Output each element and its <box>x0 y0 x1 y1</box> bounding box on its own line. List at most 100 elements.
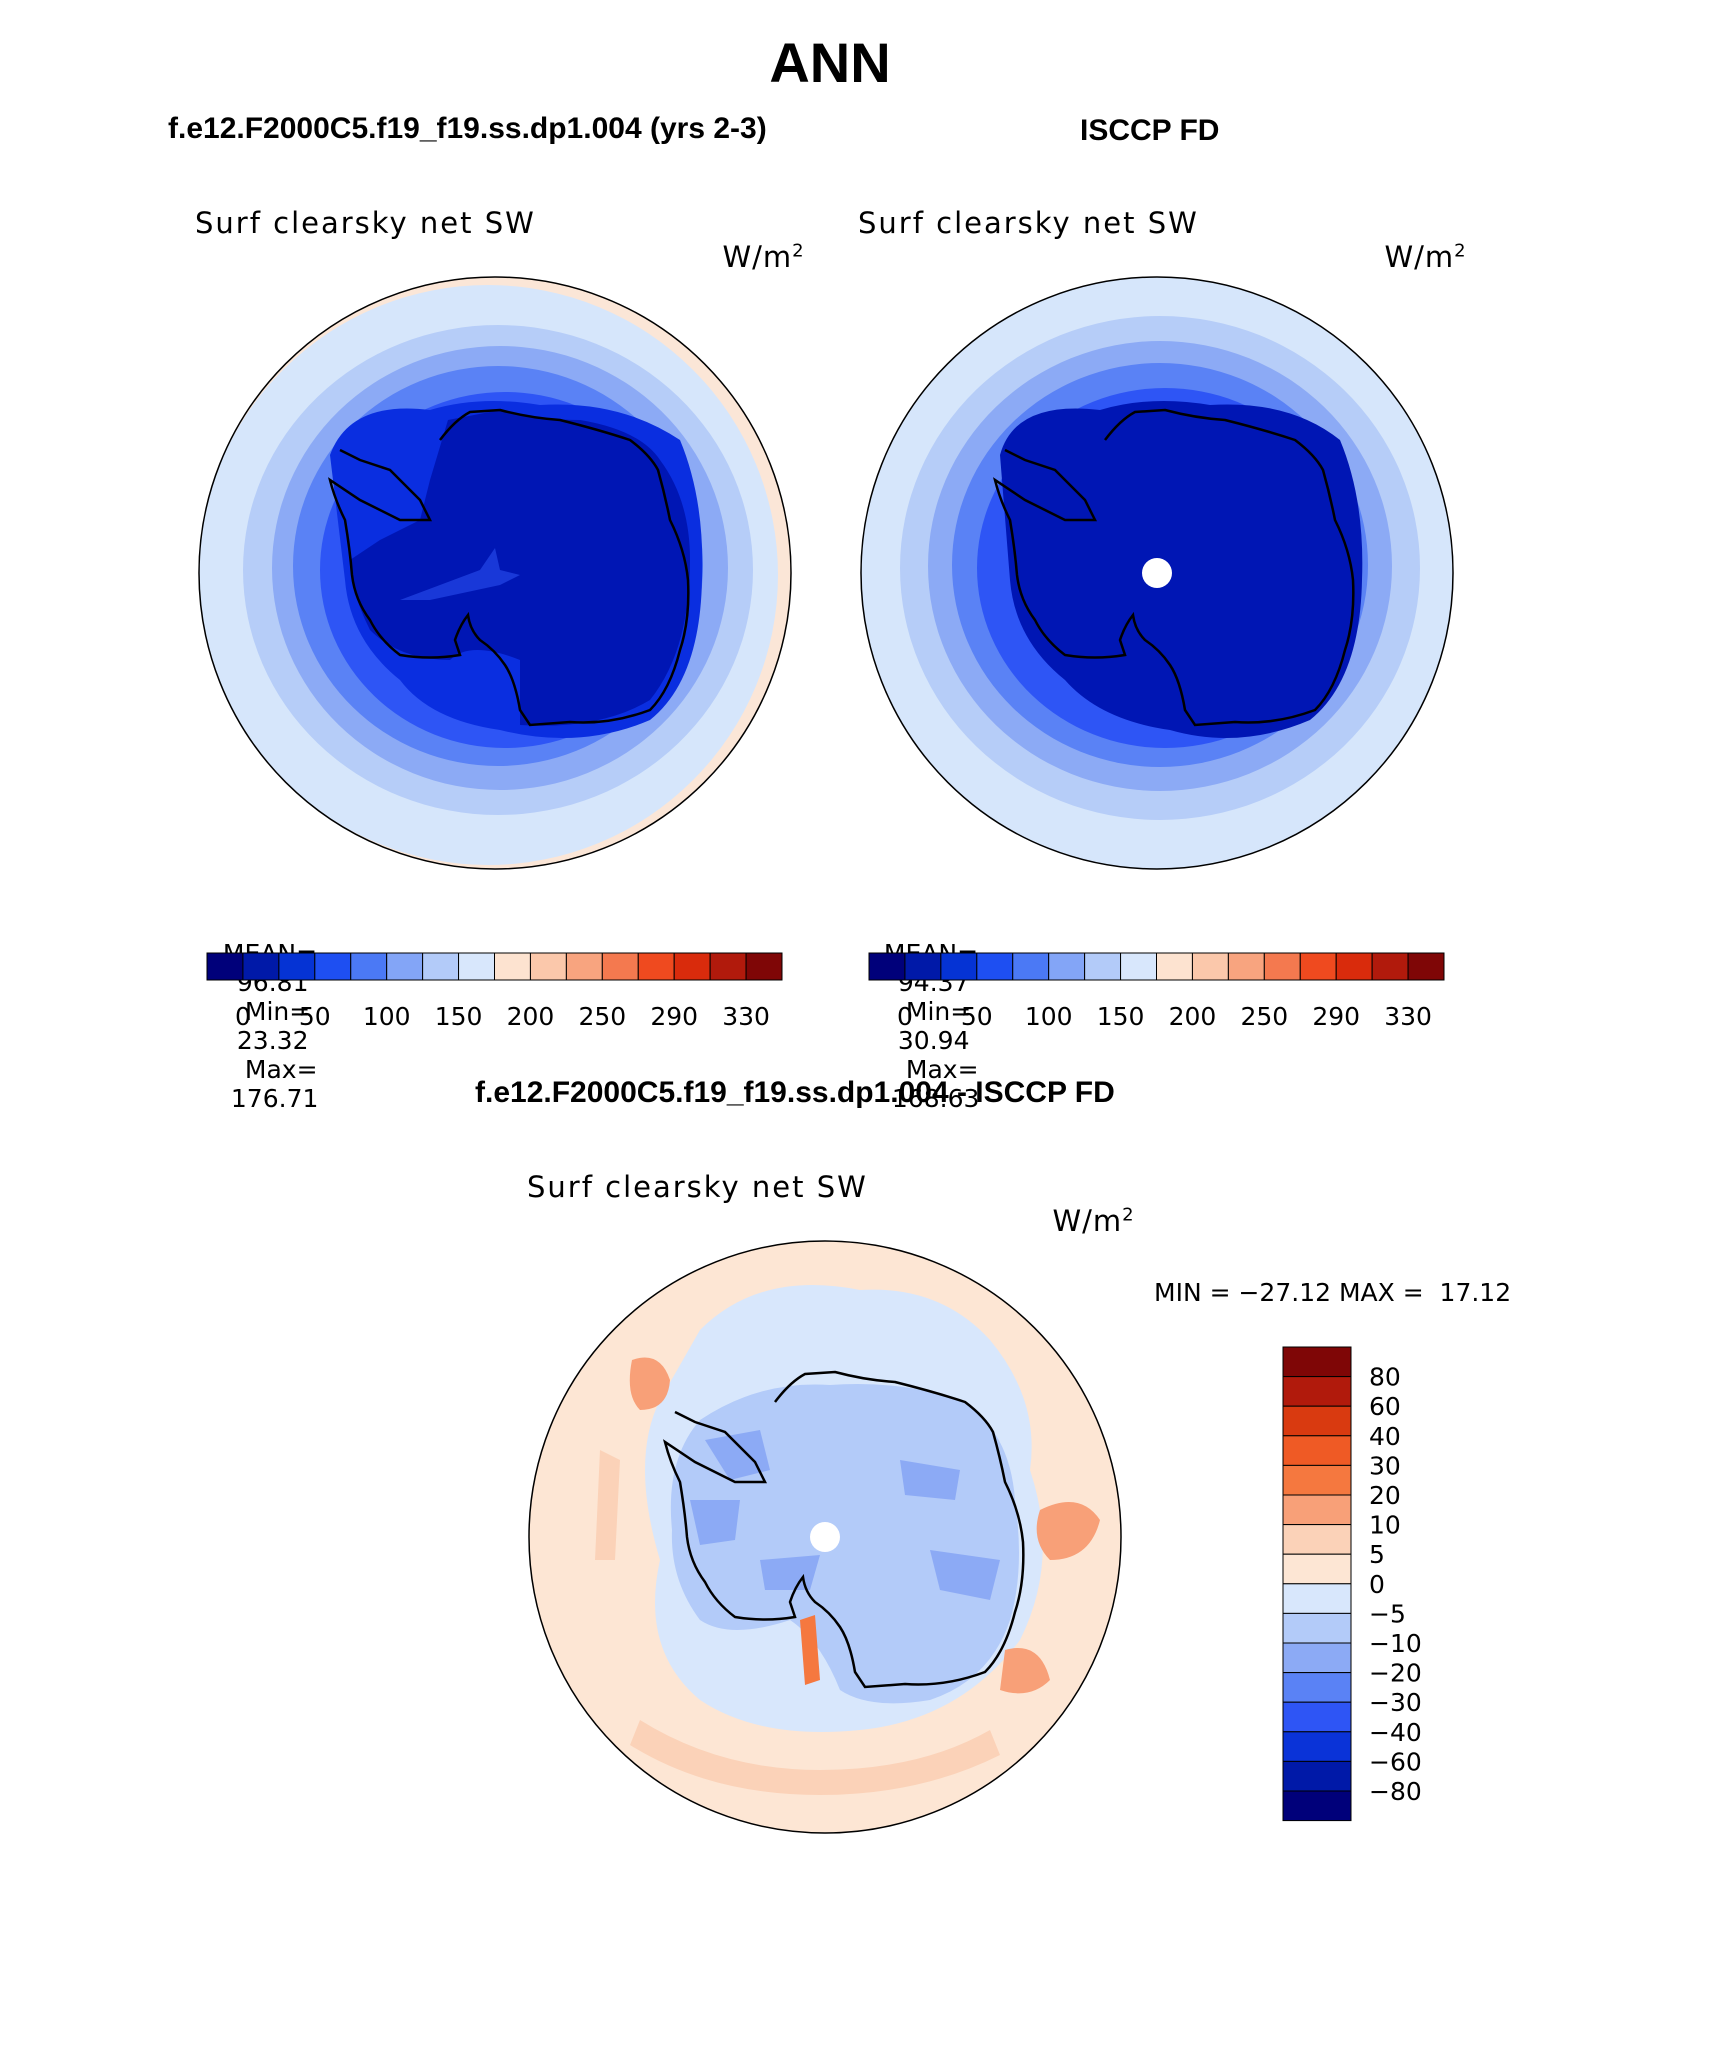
colorbar-vertical-swatch <box>1282 1642 1352 1674</box>
panel-1-units-exp: 2 <box>792 240 805 262</box>
cbar2-swatch <box>1371 952 1409 981</box>
panel-2-variable: Surf clearsky net SW <box>858 206 1199 240</box>
cbar2-swatch <box>1299 952 1337 981</box>
cbar1-tick-label: 150 <box>435 1002 483 1031</box>
colorbar-vertical-swatch <box>1282 1731 1352 1762</box>
colorbar-vertical-tick-label: 80 <box>1369 1363 1401 1392</box>
cbar1-swatch <box>458 952 495 981</box>
cbar2-swatch <box>1227 952 1265 981</box>
colorbar-1: 0 50 100 150 200 250 290 330 <box>206 952 783 1031</box>
colorbar-vertical-tick-label: −20 <box>1369 1659 1422 1688</box>
colorbar-vertical-swatch <box>1282 1672 1352 1703</box>
cbar2-tick-label: 100 <box>1025 1002 1073 1031</box>
map-1-artifact <box>400 548 520 600</box>
diff-map-neg-patch-1 <box>690 1430 1000 1600</box>
cbar2-tick-label: 50 <box>961 1002 993 1031</box>
diff-map-coastline <box>663 1370 1025 1689</box>
diff-map-pos-band <box>595 1450 1000 1795</box>
cbar2-swatch <box>1263 952 1301 981</box>
panel-2-units-exp: 2 <box>1454 240 1467 262</box>
colorbar-vertical-swatch <box>1282 1583 1352 1614</box>
map-1-outline <box>198 276 792 870</box>
cbar2-swatch <box>976 952 1014 981</box>
map-1-coastline <box>328 408 690 727</box>
cbar2-swatch <box>940 952 978 981</box>
diff-units-base: W/m <box>1052 1204 1123 1238</box>
diff-map <box>528 1240 1122 1834</box>
map-1-band-7 <box>350 410 690 726</box>
colorbar-vertical-swatch <box>1282 1464 1352 1496</box>
cbar2-tick-label: 200 <box>1169 1002 1217 1031</box>
panel-1-min-label: Min= <box>244 997 311 1026</box>
cbar1-swatch <box>422 952 460 981</box>
map-2-coastline <box>993 408 1355 727</box>
cbar2-tick-label: 150 <box>1097 1002 1145 1031</box>
panel-1-units-base: W/m <box>722 240 793 274</box>
colorbar-vertical-swatch <box>1282 1494 1352 1526</box>
cbar1-tick-label: 50 <box>299 1002 331 1031</box>
colorbar-vertical-tick-label: 20 <box>1369 1481 1401 1510</box>
cbar1-swatch <box>601 952 639 981</box>
cbar1-tick-label: 100 <box>363 1002 411 1031</box>
colorbar-vertical-tick-label: 5 <box>1369 1540 1385 1569</box>
cbar2-tick-label: 290 <box>1312 1002 1360 1031</box>
colorbar-vertical-swatch <box>1282 1553 1352 1585</box>
map-2-band-6 <box>1000 401 1363 738</box>
colorbar-vertical-tick-label: 0 <box>1369 1570 1385 1599</box>
panel-1-map <box>198 276 792 870</box>
map-2-outline <box>860 276 1454 870</box>
cbar2-swatch <box>1191 952 1229 981</box>
colorbar-vertical-tick-label: −30 <box>1369 1688 1422 1717</box>
panel-1-min-value: 23.32 <box>236 1026 309 1055</box>
cbar2-swatch <box>1335 952 1373 981</box>
cbar1-swatch <box>745 952 783 981</box>
colorbar-vertical-tick-label: 10 <box>1369 1511 1401 1540</box>
panel-2-max-value: 168.63 <box>891 1084 980 1113</box>
colorbar-vertical-swatch <box>1282 1405 1352 1437</box>
colorbar-vertical-swatch <box>1282 1346 1352 1378</box>
colorbar-vertical-tick-label: 30 <box>1369 1451 1401 1480</box>
cbar1-swatch <box>529 952 567 981</box>
panel-1-max-label: Max= <box>244 1055 318 1084</box>
cbar1-swatch <box>494 952 531 981</box>
colorbar-vertical-tick-label: −5 <box>1369 1599 1406 1628</box>
colorbar-vertical-tick-label: −10 <box>1369 1629 1422 1658</box>
cbar2-swatch <box>904 952 942 981</box>
cbar2-swatch <box>1156 952 1193 981</box>
cbar2-tick-label: 0 <box>897 1002 913 1031</box>
colorbar-vertical-tick-label: −80 <box>1369 1777 1422 1806</box>
cbar2-swatch <box>1407 952 1445 981</box>
cbar1-swatch <box>673 952 711 981</box>
cbar2-tick-label: 250 <box>1240 1002 1288 1031</box>
cbar1-tick-label: 250 <box>578 1002 626 1031</box>
cbar1-swatch <box>314 952 352 981</box>
diff-units: W/m2 <box>1032 1170 1135 1238</box>
cbar1-tick-label: 0 <box>235 1002 251 1031</box>
diff-header: f.e12.F2000C5.f19_f19.ss.dp1.004 - ISCCP… <box>475 1076 1115 1109</box>
cbar1-swatch <box>709 952 747 981</box>
cbar2-swatch <box>1048 952 1086 981</box>
panel-1-variable: Surf clearsky net SW <box>195 206 536 240</box>
cbar1-tick-label: 330 <box>722 1002 770 1031</box>
panel-2-max-label: Max= <box>905 1055 979 1084</box>
page-title: ANN <box>769 31 891 94</box>
colorbar-vertical-tick-label: 40 <box>1369 1422 1401 1451</box>
colorbar-vertical-tick-label: 60 <box>1369 1392 1401 1421</box>
colorbar-vertical-swatch <box>1282 1790 1352 1822</box>
colorbar-vertical-tick-label: −40 <box>1369 1718 1422 1747</box>
cbar2-swatch <box>1012 952 1050 981</box>
colorbar-2: 0 50 100 150 200 250 290 330 <box>868 952 1445 1031</box>
diff-map-pos-small <box>800 1615 820 1685</box>
cbar2-swatch <box>1084 952 1122 981</box>
diff-map-outline <box>528 1240 1122 1834</box>
panel-1-max-value: 176.71 <box>230 1084 319 1113</box>
cbar1-swatch <box>565 952 603 981</box>
cbar2-swatch <box>1120 952 1157 981</box>
cbar1-swatch <box>278 952 316 981</box>
cbar2-swatch <box>868 952 906 981</box>
diff-minmax: MIN = −27.12 MAX = 17.12 <box>1154 1278 1512 1307</box>
colorbar-vertical-swatch <box>1282 1760 1352 1792</box>
panel-2-units-base: W/m <box>1384 240 1455 274</box>
cbar1-swatch <box>350 952 388 981</box>
